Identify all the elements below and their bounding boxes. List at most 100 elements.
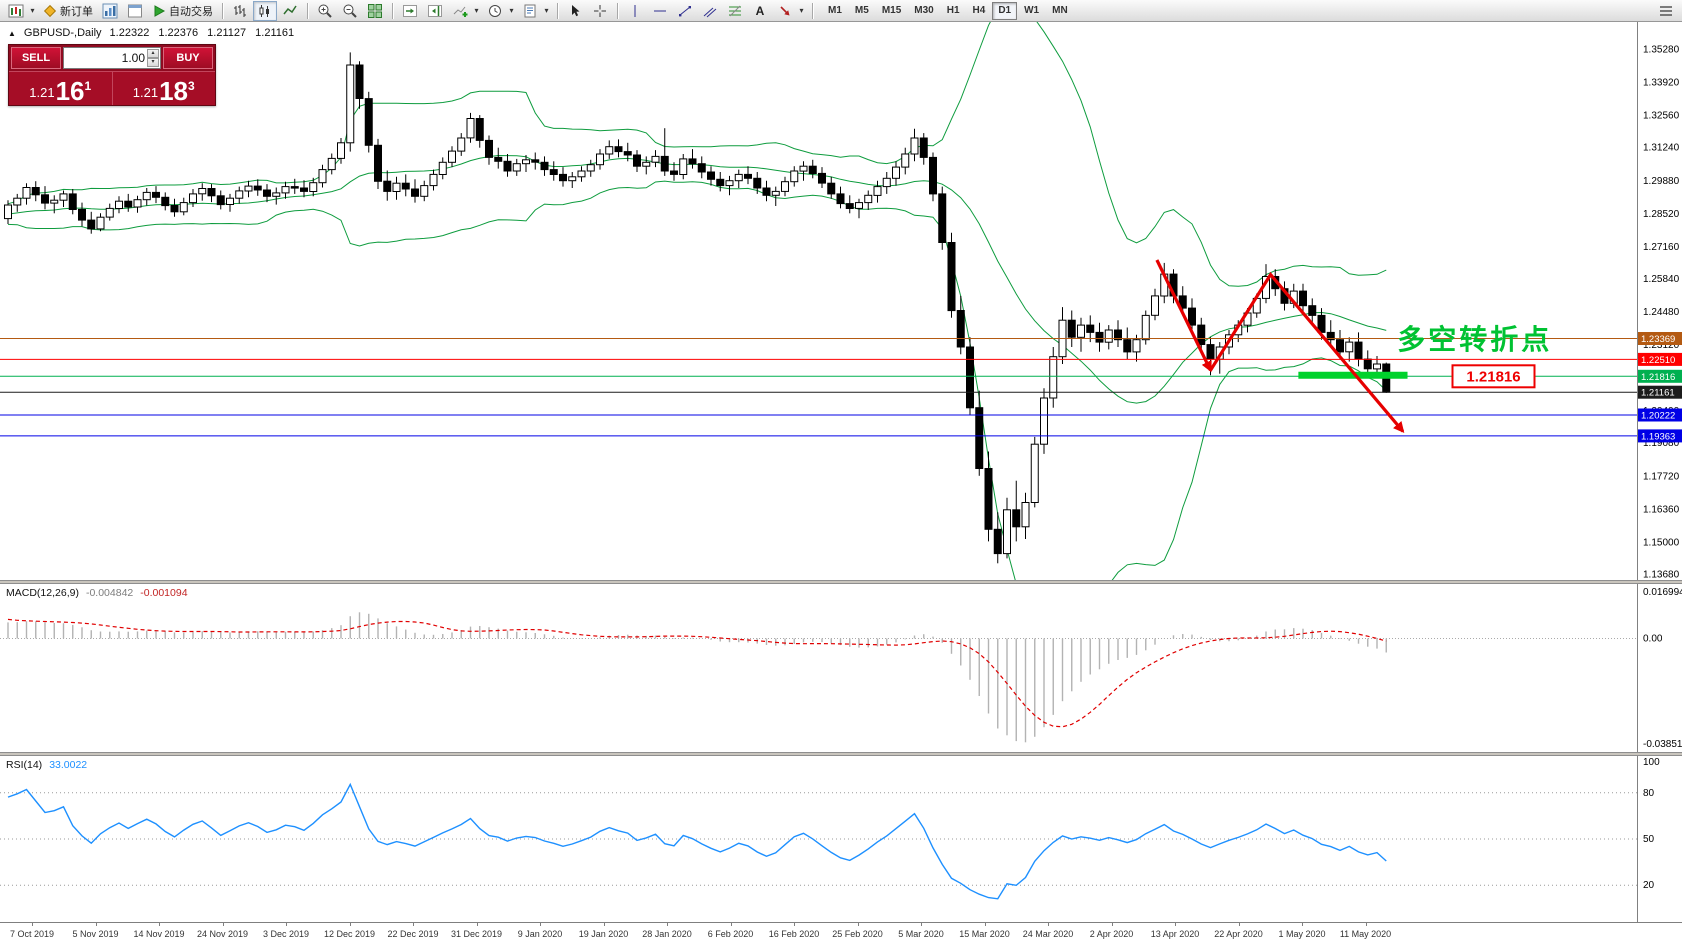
chart-shift-button[interactable] xyxy=(423,1,447,21)
window-menu-button[interactable] xyxy=(1654,1,1678,21)
market-watch-button[interactable] xyxy=(123,1,147,21)
buy-price-display[interactable]: 1.21 18 3 xyxy=(111,72,216,105)
rsi-label: RSI(14) 33.0022 xyxy=(6,759,87,771)
sell-button[interactable]: SELL xyxy=(11,47,61,69)
date-label: 13 Apr 2020 xyxy=(1150,929,1200,939)
trendline-button[interactable] xyxy=(673,1,697,21)
auto-scroll-icon xyxy=(403,4,417,17)
rsi-scale: 100 80 50 20 xyxy=(1643,757,1660,891)
timeframe-M15[interactable]: M15 xyxy=(876,2,907,20)
fibonacci-icon xyxy=(729,5,741,16)
toolbar-separator xyxy=(617,2,618,19)
templates-dropdown[interactable]: ▾ xyxy=(541,1,552,21)
timeframe-H4[interactable]: H4 xyxy=(967,2,992,20)
horizontal-line-button[interactable] xyxy=(648,1,672,21)
svg-text:50: 50 xyxy=(1643,834,1655,845)
profiles-button[interactable] xyxy=(98,1,122,21)
ohlc-panel-toggle[interactable]: ▲ xyxy=(8,28,16,38)
price-axis[interactable]: 1.35280 1.33920 1.32560 1.31240 1.29880 1.285… xyxy=(1643,45,1680,581)
date-tick xyxy=(222,923,224,926)
svg-text:1.31240: 1.31240 xyxy=(1643,143,1680,154)
date-label: 5 Mar 2020 xyxy=(898,929,944,939)
trend-arrow[interactable] xyxy=(1209,271,1405,433)
auto-scroll-button[interactable] xyxy=(398,1,422,21)
timeframe-D1[interactable]: D1 xyxy=(992,1,1018,20)
templates-button[interactable] xyxy=(518,1,542,21)
channel-button[interactable] xyxy=(698,1,722,21)
periods-button[interactable] xyxy=(483,1,507,21)
macd-signal-line xyxy=(7,618,1387,728)
indicators-button[interactable] xyxy=(448,1,472,21)
bollinger-bands xyxy=(7,22,1387,580)
window-icon xyxy=(128,4,142,17)
date-label: 7 Oct 2019 xyxy=(9,929,55,939)
main-toolbar: ▾ 新订单 自动交易 ▾ ▾ ▾ A ▾ M1 M5 M15 M30 H1 H4 D1 W1 M… xyxy=(0,0,1682,22)
panel-separator[interactable] xyxy=(0,580,1682,584)
sell-label: SELL xyxy=(21,52,51,64)
crosshair-icon xyxy=(594,4,606,17)
timeframe-M5[interactable]: M5 xyxy=(849,2,875,20)
crosshair-button[interactable] xyxy=(588,1,612,21)
svg-text:1.23369: 1.23369 xyxy=(1641,334,1675,345)
menu-lines-icon xyxy=(1660,5,1672,16)
volume-up-button[interactable]: ▴ xyxy=(147,49,159,58)
svg-text:1.27160: 1.27160 xyxy=(1643,242,1680,253)
new-chart-button[interactable] xyxy=(4,1,28,21)
chart-shift-icon xyxy=(428,4,442,17)
timeframe-MN[interactable]: MN xyxy=(1046,2,1074,20)
tile-windows-icon xyxy=(368,3,382,18)
rsi-chart[interactable]: 100 80 50 20 xyxy=(0,756,1682,922)
periods-dropdown[interactable]: ▾ xyxy=(506,1,517,21)
tile-windows-button[interactable] xyxy=(363,1,387,21)
date-tick xyxy=(349,923,351,926)
line-chart-button[interactable] xyxy=(278,1,302,21)
sell-price-base: 1.21 xyxy=(29,84,55,100)
date-label: 12 Dec 2019 xyxy=(323,929,376,939)
trend-arrow[interactable] xyxy=(1155,259,1212,373)
sell-price-display[interactable]: 1.21 16 1 xyxy=(9,72,112,105)
date-label: 25 Feb 2020 xyxy=(832,929,883,939)
indicators-dropdown[interactable]: ▾ xyxy=(471,1,482,21)
svg-text:1.19363: 1.19363 xyxy=(1641,431,1675,442)
candles-chart-button[interactable] xyxy=(253,0,277,21)
timeframe-H1[interactable]: H1 xyxy=(941,2,966,20)
zoom-out-button[interactable] xyxy=(338,1,362,21)
rsi-value: 33.0022 xyxy=(49,759,88,771)
svg-text:80: 80 xyxy=(1643,788,1655,799)
price-tag-box[interactable] xyxy=(1451,364,1536,389)
sell-price-big: 16 xyxy=(55,75,85,106)
toolbar-separator xyxy=(392,2,393,19)
volume-input[interactable]: 1.00 ▴ ▾ xyxy=(63,47,161,69)
volume-down-button[interactable]: ▾ xyxy=(147,58,159,67)
new-order-button[interactable]: 新订单 xyxy=(39,1,97,21)
buy-button[interactable]: BUY xyxy=(163,47,213,69)
arrows-tool-button[interactable] xyxy=(773,1,797,21)
new-chart-dropdown[interactable]: ▾ xyxy=(27,1,38,21)
macd-histogram xyxy=(7,612,1387,743)
text-tool-button[interactable]: A xyxy=(748,1,772,21)
date-axis[interactable]: 7 Oct 2019 5 Nov 2019 14 Nov 2019 24 Nov 20… xyxy=(0,922,1682,943)
text-tool-icon: A xyxy=(756,4,765,18)
bars-chart-button[interactable] xyxy=(228,1,252,21)
date-label: 19 Jan 2020 xyxy=(578,929,629,939)
panel-separator[interactable] xyxy=(0,752,1682,756)
main-price-chart[interactable]: 多空转折点 1.21816 1.35280 1.33920 1.32560 1.31240… xyxy=(0,22,1682,580)
toolbar-separator xyxy=(307,2,308,19)
date-tick xyxy=(1238,923,1240,926)
one-click-trading-panel: SELL 1.00 ▴ ▾ BUY 1.21 16 1 1.21 18 3 xyxy=(8,44,216,106)
date-label: 5 Nov 2019 xyxy=(72,929,119,939)
timeframe-W1[interactable]: W1 xyxy=(1018,2,1045,20)
vertical-line-button[interactable] xyxy=(623,1,647,21)
svg-text:1.32560: 1.32560 xyxy=(1643,111,1680,122)
macd-chart[interactable]: 0.016994 0.00 -0.038519 xyxy=(0,584,1682,752)
autotrading-button[interactable]: 自动交易 xyxy=(148,1,217,21)
timeframe-M1[interactable]: M1 xyxy=(822,2,848,20)
cursor-button[interactable] xyxy=(563,1,587,21)
date-tick xyxy=(159,923,160,926)
fibonacci-button[interactable] xyxy=(723,1,747,21)
timeframe-M30[interactable]: M30 xyxy=(908,2,939,20)
chevron-down-icon: ▾ xyxy=(474,5,479,15)
date-tick xyxy=(1175,923,1176,926)
arrows-dropdown[interactable]: ▾ xyxy=(796,1,807,21)
zoom-in-button[interactable] xyxy=(313,1,337,21)
